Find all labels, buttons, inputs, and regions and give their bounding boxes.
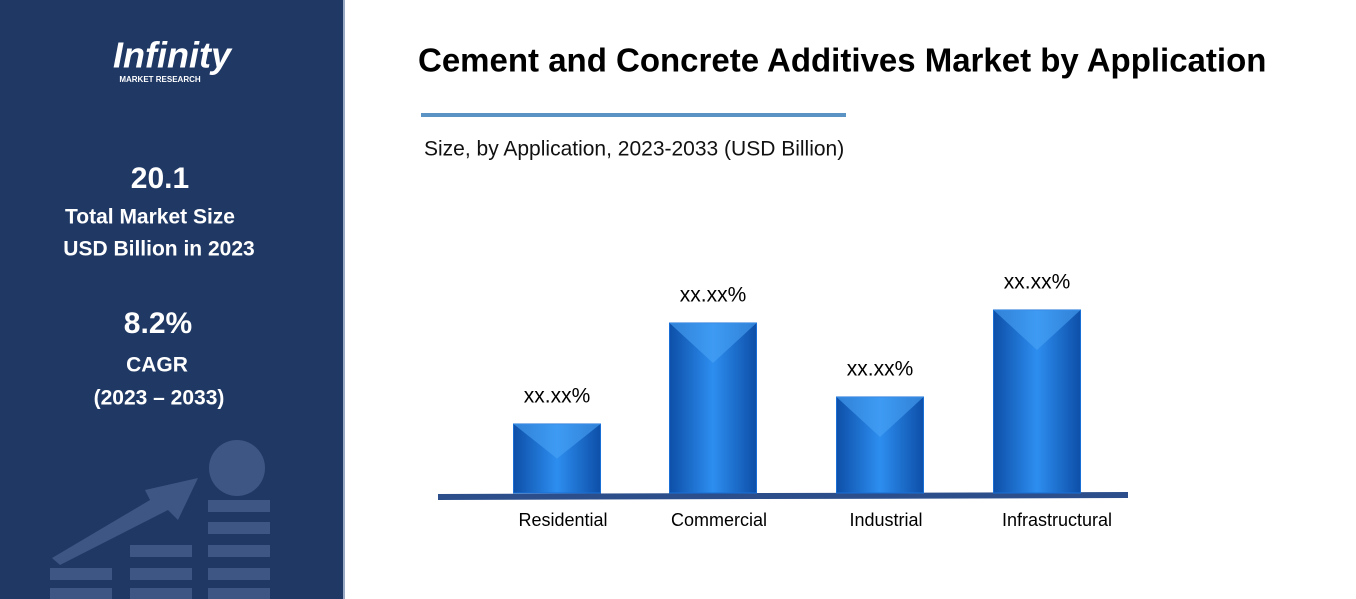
title-underline: [421, 113, 846, 117]
bar-bevel: [669, 323, 757, 363]
bar-bevel: [836, 397, 924, 437]
x-tick-label: Residential: [518, 510, 607, 530]
x-tick-label: Industrial: [849, 510, 922, 530]
divider: [343, 0, 345, 599]
value-label: xx.xx%: [1004, 271, 1071, 294]
stat-value: 20.1: [131, 162, 189, 195]
logo-sub: MARKET RESEARCH: [119, 75, 201, 84]
decor-icon: [50, 440, 270, 599]
value-label: xx.xx%: [847, 358, 914, 381]
chart-subtitle: Size, by Application, 2023-2033 (USD Bil…: [424, 138, 844, 161]
value-label: xx.xx%: [524, 385, 591, 408]
stat-value: 8.2%: [124, 307, 192, 340]
stat-label: Total Market Size: [65, 206, 235, 229]
bar-bevel: [993, 310, 1081, 350]
bar-bevel: [513, 424, 601, 459]
stat-label: USD Billion in 2023: [63, 238, 254, 261]
x-tick-label: Infrastructural: [1002, 510, 1112, 530]
x-tick-label: Commercial: [671, 510, 767, 530]
baseline: [437, 492, 1129, 500]
chart-title: Cement and Concrete Additives Market by …: [418, 42, 1266, 79]
stat-label: (2023 – 2033): [94, 387, 225, 410]
stat-label: CAGR: [126, 354, 188, 377]
logo: Infinity: [113, 35, 233, 76]
value-label: xx.xx%: [680, 284, 747, 307]
